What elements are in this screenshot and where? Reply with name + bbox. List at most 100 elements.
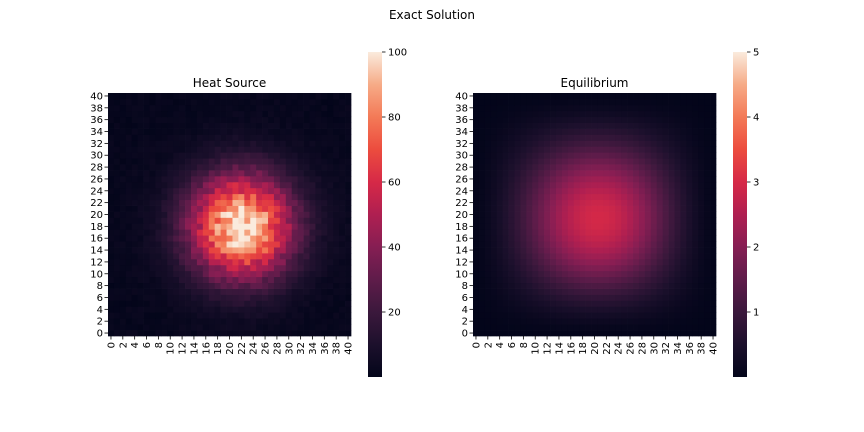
heatmap-cell — [238, 128, 245, 135]
heatmap-cell — [339, 300, 346, 307]
heatmap-cell — [567, 205, 575, 212]
heatmap-cell — [113, 104, 121, 112]
heatmap-cell — [179, 330, 186, 337]
heatmap-cell — [333, 300, 340, 307]
heatmap-cell — [680, 247, 687, 254]
heatmap-cell — [532, 128, 539, 135]
heatmap-cell — [555, 116, 563, 123]
heatmap-cell — [155, 247, 162, 254]
heatmap-cell — [214, 288, 221, 295]
heatmap-cell — [345, 170, 352, 177]
heatmap-cell — [633, 205, 640, 212]
heatmap-cell — [638, 258, 646, 266]
heatmap-cell — [585, 205, 592, 212]
heatmap-cell — [644, 282, 652, 289]
heatmap-cell — [573, 217, 581, 224]
heatmap-cell — [638, 146, 646, 153]
heatmap-cell — [656, 282, 664, 289]
heatmap-cell — [232, 276, 239, 284]
heatmap-cell — [650, 217, 658, 224]
heatmap-cell — [633, 324, 640, 331]
heatmap-cell — [315, 104, 322, 112]
heatmap-cell — [137, 164, 144, 171]
heatmap-cell — [674, 270, 681, 278]
heatmap-cell — [262, 235, 269, 242]
heatmap-cell — [532, 294, 539, 301]
y-tick-label: 26 — [455, 174, 468, 185]
heatmap-cell — [226, 104, 233, 112]
heatmap-cell — [279, 205, 287, 212]
heatmap-cell — [179, 181, 186, 189]
heatmap-cell — [561, 318, 569, 325]
heatmap-cell — [202, 205, 210, 212]
heatmap-cell — [345, 247, 352, 254]
heatmap-cell — [232, 181, 239, 189]
heatmap-cell — [220, 122, 227, 129]
heatmap-cell — [173, 217, 180, 224]
heatmap-cell — [627, 312, 634, 319]
heatmap-cell — [573, 146, 581, 153]
heatmap-cell — [226, 93, 233, 100]
heatmap-cell — [119, 110, 127, 118]
heatmap-cell — [638, 152, 646, 159]
heatmap-cell — [508, 211, 515, 218]
heatmap-cell — [674, 158, 681, 165]
heatmap-cell — [508, 270, 515, 278]
heatmap-cell — [167, 253, 174, 260]
heatmap-cell — [108, 146, 115, 153]
heatmap-cell — [490, 158, 498, 165]
heatmap-cell — [155, 300, 162, 307]
heatmap-cell — [273, 164, 281, 171]
heatmap-cell — [250, 116, 257, 123]
heatmap-cell — [692, 205, 699, 212]
heatmap-cell — [561, 330, 569, 337]
heatmap-cell — [185, 104, 192, 112]
heatmap-cell — [692, 241, 699, 248]
heatmap-cell — [250, 152, 257, 159]
heatmap-cell — [214, 318, 221, 325]
heatmap-cell — [173, 288, 180, 295]
heatmap-cell — [662, 181, 669, 189]
heatmap-cell — [173, 294, 180, 301]
heatmap-cell — [315, 229, 322, 236]
heatmap-cell — [484, 306, 492, 313]
heatmap-cell — [333, 104, 340, 112]
heatmap-cell — [496, 98, 503, 106]
heatmap-cell — [502, 324, 509, 331]
heatmap-cell — [155, 152, 162, 159]
heatmap-cell — [113, 122, 121, 129]
heatmap-cell — [621, 306, 628, 313]
heatmap-cell — [621, 253, 628, 260]
heatmap-cell — [179, 98, 186, 106]
heatmap-cell — [490, 128, 498, 135]
heatmap-cell — [119, 318, 127, 325]
heatmap-cell — [514, 128, 521, 135]
heatmap-cell — [214, 199, 221, 206]
heatmap-cell — [256, 98, 263, 106]
heatmap-cell — [220, 217, 227, 224]
heatmap-cell — [615, 258, 622, 266]
heatmap-cell — [185, 324, 192, 331]
heatmap-cell — [220, 294, 227, 301]
heatmap-cell — [591, 241, 598, 248]
heatmap-cell — [131, 110, 138, 118]
heatmap-cell — [256, 306, 263, 313]
heatmap-cell — [173, 229, 180, 236]
heatmap-cell — [113, 288, 121, 295]
heatmap-cell — [119, 175, 127, 183]
heatmap-cell — [137, 258, 144, 266]
heatmap-cell — [226, 128, 233, 135]
heatmap-cell — [268, 300, 275, 307]
heatmap-cell — [113, 116, 121, 123]
heatmap-cell — [339, 164, 346, 171]
heatmap-cell — [297, 199, 304, 206]
heatmap-cell — [268, 146, 275, 153]
heatmap-cell — [484, 205, 492, 212]
heatmap-cell — [262, 110, 269, 118]
heatmap-cell — [273, 241, 281, 248]
heatmap-cell — [561, 98, 569, 106]
heatmap-cell — [478, 264, 486, 272]
heatmap-cell — [650, 253, 658, 260]
heatmap-cell — [532, 205, 539, 212]
heatmap-cell — [561, 116, 569, 123]
